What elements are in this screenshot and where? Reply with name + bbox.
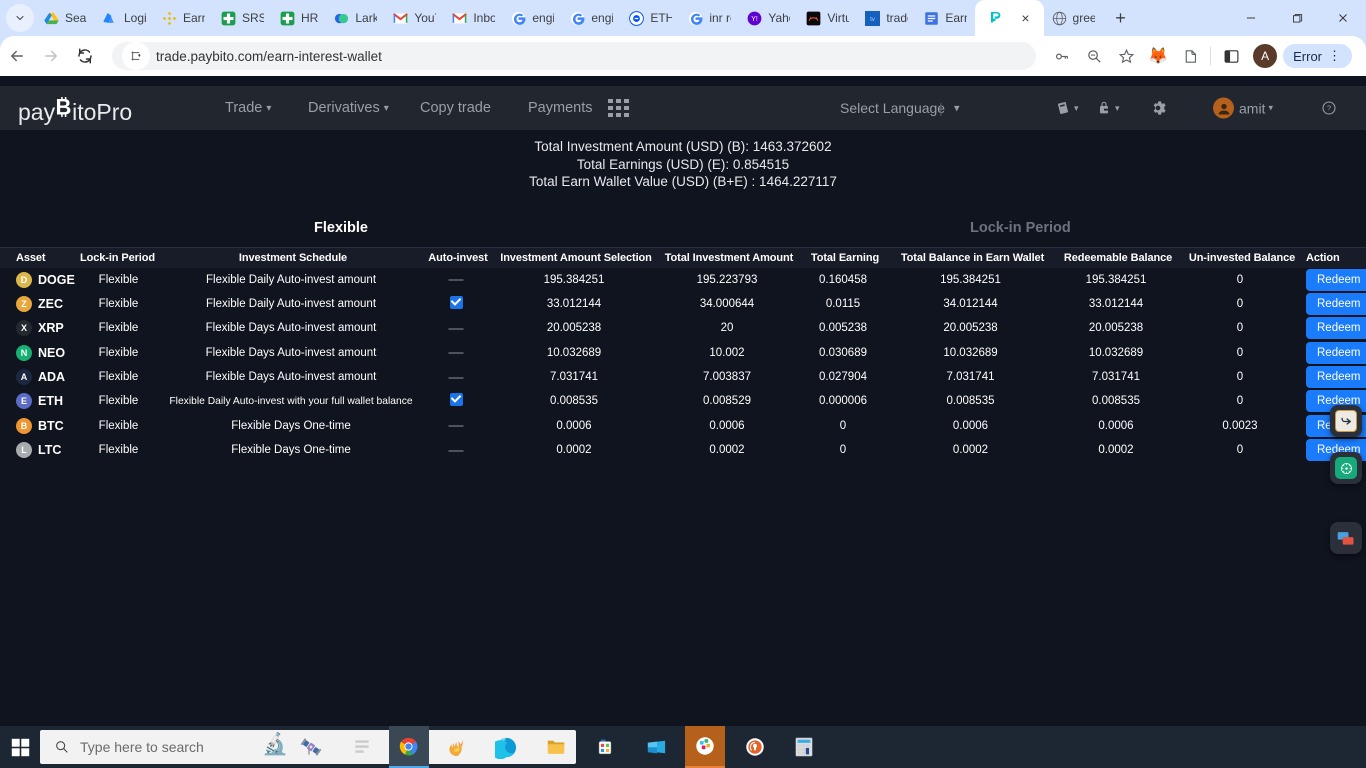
svg-text:tv: tv	[870, 16, 876, 23]
svg-text:?: ?	[1327, 104, 1331, 113]
svg-text:Y!: Y!	[752, 16, 759, 23]
